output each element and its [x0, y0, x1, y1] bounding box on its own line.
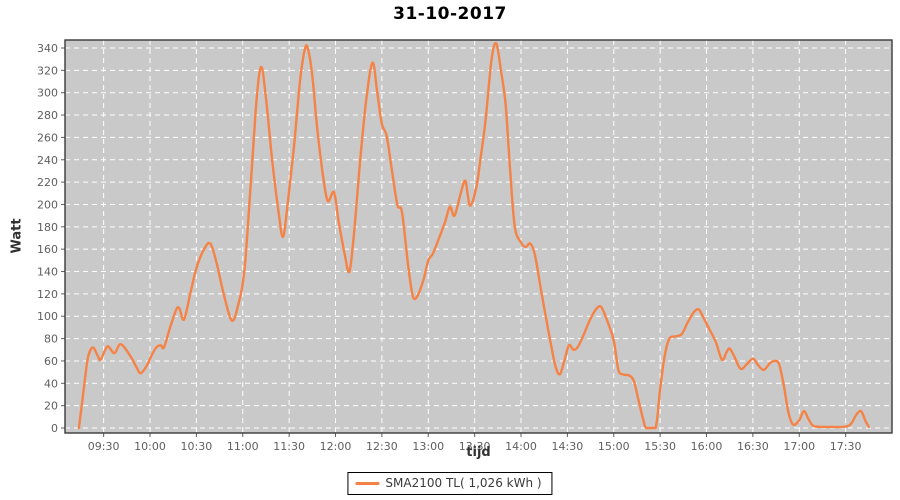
legend-series-label: SMA2100 TL( 1,026 kWh ) [385, 476, 542, 490]
x-tick-label: 15:30 [644, 440, 676, 453]
y-tick-label: 220 [37, 176, 58, 189]
x-tick-label: 10:00 [134, 440, 166, 453]
y-tick-label: 160 [37, 243, 58, 256]
x-axis-title: tijd [466, 445, 491, 460]
y-tick-label: 60 [44, 355, 58, 368]
plot-outline [64, 39, 893, 434]
x-tick-label: 12:30 [366, 440, 398, 453]
x-tick-label: 14:30 [552, 440, 584, 453]
y-tick-label: 320 [37, 64, 58, 77]
x-tick-label: 09:30 [88, 440, 120, 453]
y-tick-label: 120 [37, 288, 58, 301]
legend-series-swatch-icon [355, 481, 380, 485]
x-tick-label: 17:30 [830, 440, 862, 453]
y-tick-label: 300 [37, 87, 58, 100]
y-axis-title: Watt [9, 218, 25, 254]
x-tick-label: 16:30 [737, 440, 769, 453]
y-tick-label: 0 [51, 422, 58, 435]
y-tick-label: 340 [37, 42, 58, 55]
x-tick-label: 10:30 [181, 440, 213, 453]
x-tick-label: 11:00 [227, 440, 259, 453]
x-tick-label: 13:30 [459, 440, 491, 453]
plot-background [65, 40, 892, 433]
y-tick-label: 100 [37, 310, 58, 323]
y-tick-label: 200 [37, 198, 58, 211]
y-tick-label: 80 [44, 333, 58, 346]
series-path [77, 41, 870, 430]
x-tick-label: 13:00 [412, 440, 444, 453]
y-tick-label: 240 [37, 154, 58, 167]
x-tick-label: 15:00 [598, 440, 630, 453]
y-tick-label: 140 [37, 266, 58, 279]
x-tick-label: 14:00 [505, 440, 537, 453]
y-tick-label: 260 [37, 131, 58, 144]
y-tick-label: 180 [37, 221, 58, 234]
x-tick-label: 12:00 [320, 440, 352, 453]
y-tick-label: 40 [44, 377, 58, 390]
legend: SMA2100 TL( 1,026 kWh ) [347, 472, 553, 495]
chart-title: 31-10-2017 [393, 4, 507, 24]
x-tick-label: 17:00 [783, 440, 815, 453]
x-tick-label: 16:00 [691, 440, 723, 453]
y-tick-label: 280 [37, 109, 58, 122]
y-tick-label: 20 [44, 400, 58, 413]
x-tick-label: 11:30 [273, 440, 305, 453]
